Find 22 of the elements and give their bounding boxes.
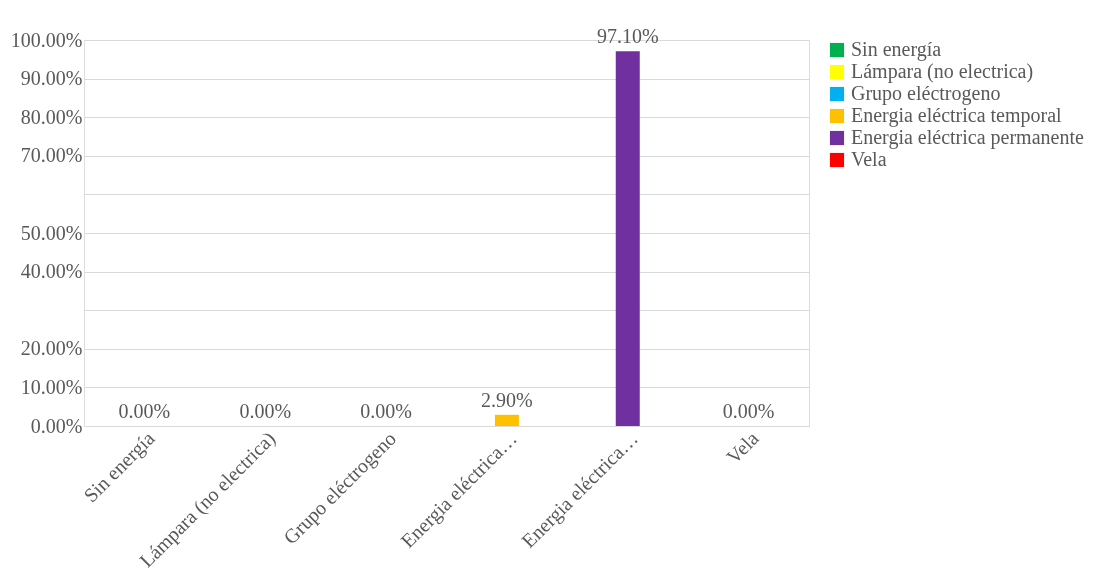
legend-label: Lámpara (no electrica) [851,60,1034,83]
data-label: 2.90% [481,388,533,411]
y-tick-label: 40.00% [20,260,83,283]
y-tick-label: 10.00% [20,375,83,398]
data-label: 0.00% [118,400,171,422]
y-tick-label: 90.00% [20,67,83,90]
legend-label: Grupo eléctrogeno [851,82,1001,105]
y-tick-label: 80.00% [20,105,83,128]
data-label: 97.10% [596,25,659,48]
data-label: 0.00% [239,400,292,422]
legend-label: Energia eléctrica temporal [851,104,1063,127]
legend-label: Sin energía [851,38,942,61]
data-label: 0.00% [722,400,775,422]
y-tick-label: 20.00% [20,337,83,360]
legend-label: Energia eléctrica permanente [851,126,1084,149]
data-label: 0.00% [360,400,412,422]
x-tick-label: Vela [722,427,763,468]
y-tick-label: 0.00% [30,414,83,437]
y-tick-label: 50.00% [20,221,83,244]
legend-label: Vela [851,148,887,170]
y-tick-label: 70.00% [20,144,83,167]
y-tick-label: 100.00% [10,28,83,51]
